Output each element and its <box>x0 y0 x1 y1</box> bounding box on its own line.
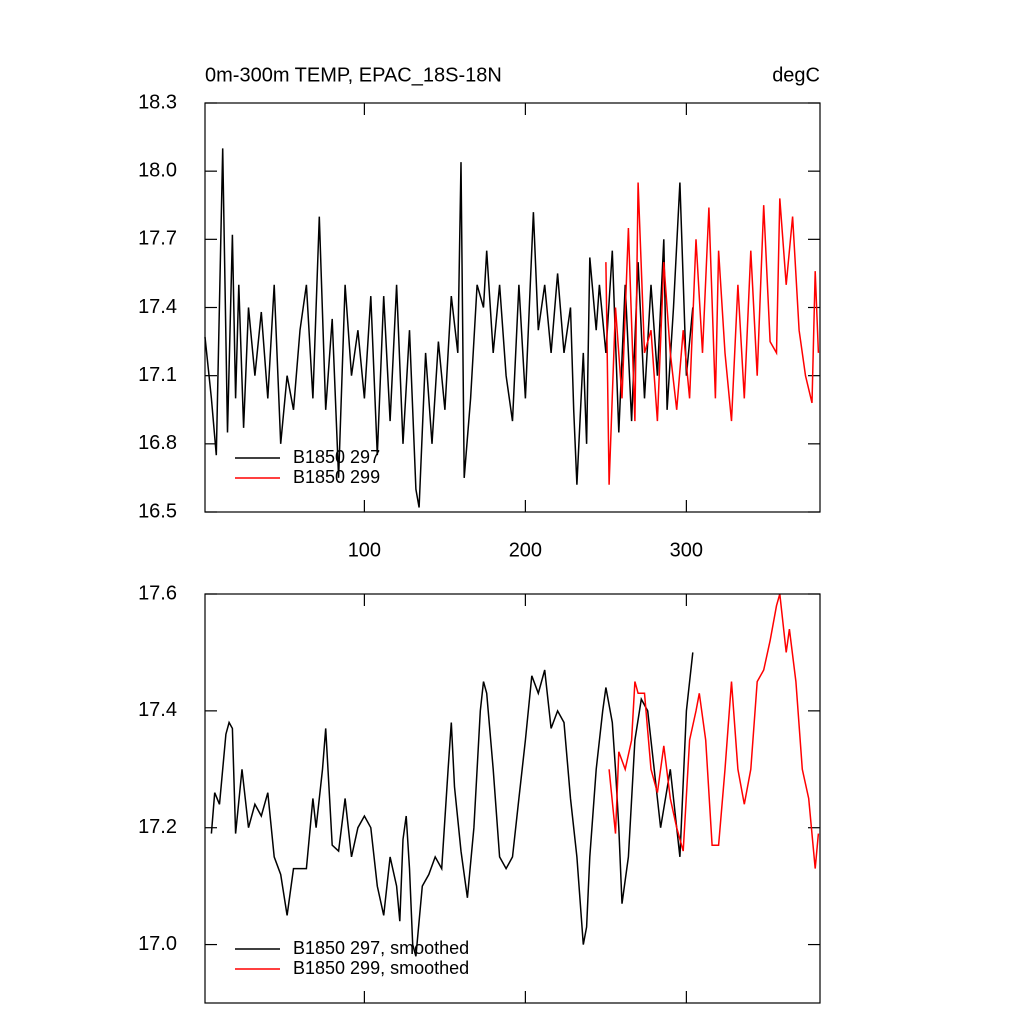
legend-label: B1850 299 <box>293 467 380 487</box>
plot-frame <box>204 102 821 513</box>
y-tick-label: 17.4 <box>138 296 177 318</box>
y-tick-label: 17.4 <box>138 699 177 721</box>
units-label: degC <box>772 64 820 86</box>
y-tick-label: 17.0 <box>138 933 177 955</box>
chart-title: 0m-300m TEMP, EPAC_18S-18N <box>205 64 502 86</box>
data-line <box>210 652 694 957</box>
x-tick-label: 200 <box>509 539 542 561</box>
x-tick-label: 300 <box>670 539 703 561</box>
y-tick-label: 18.3 <box>138 91 177 113</box>
y-tick-label: 16.5 <box>138 500 177 522</box>
y-tick-label: 17.1 <box>138 364 177 386</box>
legend-label: B1850 297, smoothed <box>293 938 469 958</box>
data-line <box>204 148 694 508</box>
y-tick-label: 18.0 <box>138 159 177 181</box>
x-tick-label: 100 <box>348 539 381 561</box>
y-tick-label: 17.6 <box>138 582 177 604</box>
data-line <box>605 182 820 485</box>
plot-frame <box>204 593 821 1004</box>
y-tick-label: 16.8 <box>138 432 177 454</box>
data-line <box>608 593 820 869</box>
y-tick-label: 17.2 <box>138 816 177 838</box>
legend-label: B1850 297 <box>293 447 380 467</box>
legend-label: B1850 299, smoothed <box>293 958 469 978</box>
y-tick-label: 17.7 <box>138 228 177 250</box>
